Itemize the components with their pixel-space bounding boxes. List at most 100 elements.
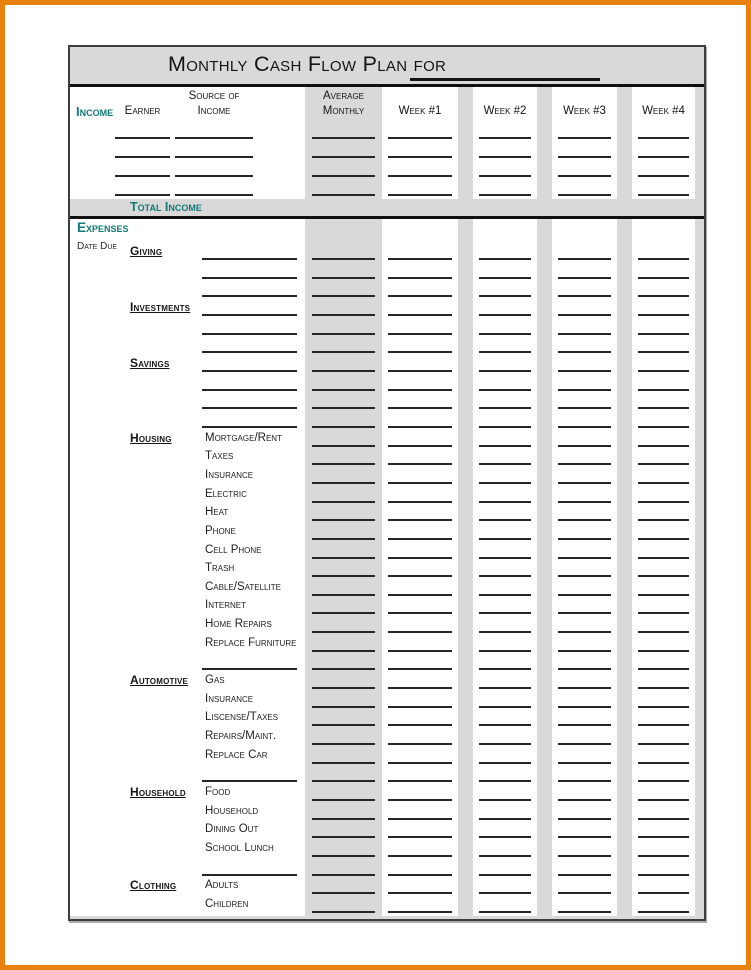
expense-row (70, 763, 704, 782)
source-entry-line (175, 137, 253, 139)
average-monthly-entry-line (312, 445, 375, 447)
expense-item-label: Heat (205, 506, 229, 518)
average-monthly-entry-line (312, 482, 375, 484)
income-row (70, 177, 704, 196)
week1-entry-line (388, 407, 452, 409)
expense-row (70, 390, 704, 409)
total-income-band: Total Income (70, 199, 704, 216)
income-row (70, 158, 704, 177)
expense-row: Housing Mortgage/Rent (70, 428, 704, 447)
expense-item-label: Repairs/Maint. (205, 730, 277, 742)
week3-entry-line (558, 194, 611, 196)
title-fill-in-line (410, 78, 600, 81)
label-area-panel (70, 85, 305, 916)
week2-entry-line (479, 482, 531, 484)
average-monthly-entry-line (312, 836, 375, 838)
week4-entry-line (638, 333, 689, 335)
week1-entry-line (388, 650, 452, 652)
source-entry-line (202, 370, 297, 372)
week3-column-header: Week #3 (563, 105, 606, 117)
source-entry-line (202, 351, 297, 353)
expense-item-label: Taxes (205, 450, 234, 462)
average-monthly-entry-line (312, 575, 375, 577)
earner-entry-line (115, 194, 170, 196)
average-monthly-entry-line (312, 277, 375, 279)
expense-item-label: Internet (205, 599, 246, 611)
week4-entry-line (638, 351, 689, 353)
category-label: Giving (130, 244, 163, 258)
average-monthly-entry-line (312, 799, 375, 801)
expense-item-label: Replace Car (205, 749, 268, 761)
week2-entry-line (479, 557, 531, 559)
source-header-line2: Income (197, 105, 231, 117)
week1-entry-line (388, 137, 452, 139)
week3-entry-line (558, 706, 611, 708)
week4-column-header: Week #4 (642, 105, 685, 117)
week4-entry-line (638, 594, 689, 596)
expense-row: Children (70, 894, 704, 913)
week1-entry-line (388, 351, 452, 353)
expense-item-label: Insurance (205, 693, 254, 705)
week2-entry-line (479, 370, 531, 372)
week1-entry-line (388, 874, 452, 876)
average-monthly-entry-line (312, 892, 375, 894)
source-entry-line (175, 156, 253, 158)
week2-entry-line (479, 650, 531, 652)
week3-entry-line (558, 780, 611, 782)
week4-entry-line (638, 911, 689, 913)
header-divider-rule (70, 84, 704, 87)
week1-entry-line (388, 743, 452, 745)
week1-entry-line (388, 818, 452, 820)
average-monthly-entry-line (312, 194, 375, 196)
week2-entry-line (479, 389, 531, 391)
expense-item-label: Phone (205, 525, 236, 537)
page-title: Monthly Cash Flow Plan for (168, 52, 447, 76)
week4-entry-line (638, 175, 689, 177)
average-monthly-entry-line (312, 911, 375, 913)
source-entry-line (202, 389, 297, 391)
week2-entry-line (479, 780, 531, 782)
date-due-label: Date Due (77, 241, 118, 252)
week2-entry-line (479, 314, 531, 316)
week4-entry-line (638, 780, 689, 782)
week4-entry-line (638, 137, 689, 139)
week3-entry-line (558, 156, 611, 158)
week2-entry-line (479, 445, 531, 447)
week2-entry-line (479, 501, 531, 503)
source-entry-line (202, 333, 297, 335)
week3-entry-line (558, 258, 611, 260)
expense-row: Household Food (70, 782, 704, 801)
expense-item-label: Mortgage/Rent (205, 432, 282, 444)
average-monthly-entry-line (312, 156, 375, 158)
week3-entry-line (558, 762, 611, 764)
expense-item-label: Liscense/Taxes (205, 711, 279, 723)
week4-entry-line (638, 874, 689, 876)
week4-entry-line (638, 426, 689, 428)
week4-entry-line (638, 519, 689, 521)
week3-entry-line (558, 743, 611, 745)
week4-entry-line (638, 194, 689, 196)
week3-entry-line (558, 594, 611, 596)
expense-row (70, 316, 704, 335)
week3-entry-line (558, 137, 611, 139)
week1-column (382, 85, 458, 916)
week1-entry-line (388, 631, 452, 633)
average-monthly-entry-line (312, 818, 375, 820)
average-monthly-entry-line (312, 258, 375, 260)
average-monthly-entry-line (312, 855, 375, 857)
expense-row: School Lunch (70, 838, 704, 857)
week4-entry-line (638, 799, 689, 801)
week3-entry-line (558, 855, 611, 857)
week3-entry-line (558, 482, 611, 484)
week3-entry-line (558, 631, 611, 633)
week4-entry-line (638, 538, 689, 540)
category-label: Housing (130, 431, 172, 445)
expense-item-label: Cell Phone (205, 544, 262, 556)
week2-entry-line (479, 175, 531, 177)
week2-entry-line (479, 333, 531, 335)
average-monthly-entry-line (312, 370, 375, 372)
week2-entry-line (479, 668, 531, 670)
expense-item-label: Household (205, 805, 259, 817)
week1-entry-line (388, 314, 452, 316)
week3-entry-line (558, 874, 611, 876)
